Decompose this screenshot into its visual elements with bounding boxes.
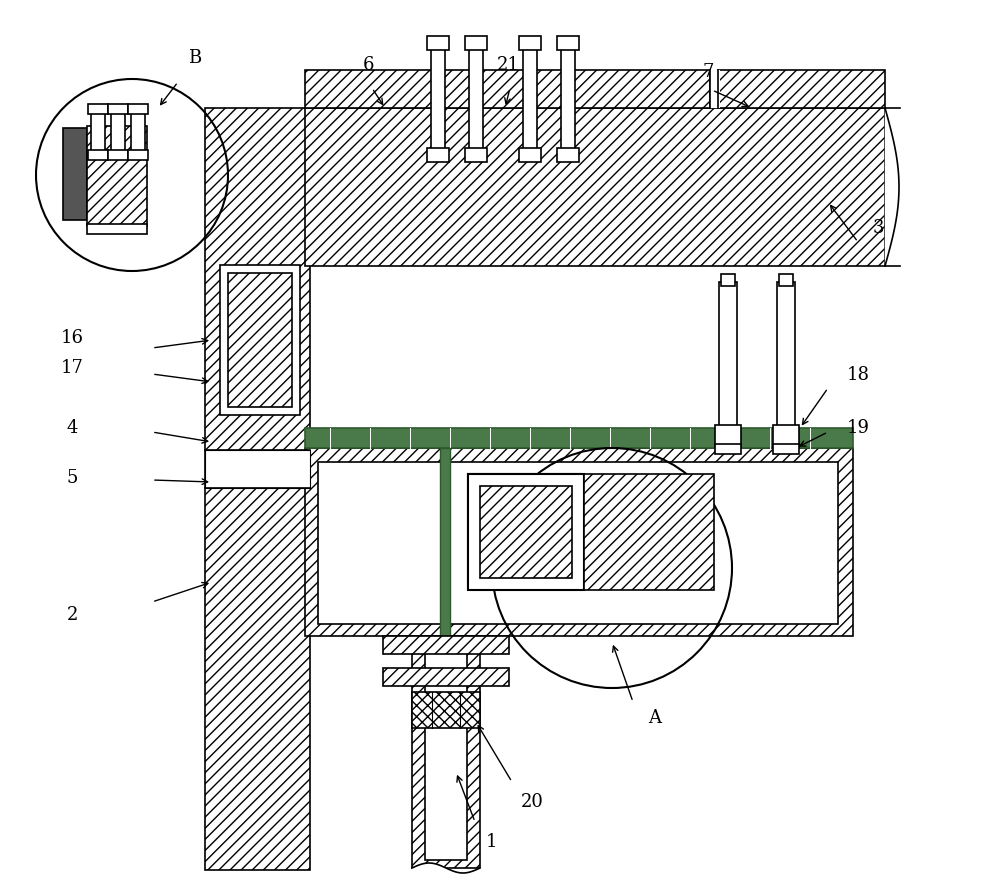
Bar	[305, 448, 853, 636]
Text: 17: 17	[61, 359, 83, 377]
Bar	[131, 110, 145, 152]
Bar	[305, 70, 710, 108]
Bar	[773, 425, 799, 447]
Bar	[779, 274, 793, 286]
Bar	[427, 148, 449, 162]
Bar	[718, 70, 885, 108]
Bar	[557, 36, 579, 50]
Text: 16: 16	[60, 329, 84, 347]
Bar	[412, 692, 480, 728]
Bar	[480, 486, 568, 574]
Bar	[715, 444, 741, 454]
Bar	[715, 425, 741, 447]
Bar	[205, 108, 310, 870]
Bar	[220, 265, 300, 415]
Text: B: B	[188, 49, 202, 67]
Bar	[427, 36, 449, 50]
Bar	[412, 636, 480, 868]
Bar	[584, 474, 714, 590]
Bar	[383, 636, 509, 654]
Text: 18: 18	[846, 366, 870, 384]
Bar	[108, 150, 128, 160]
Bar	[88, 104, 108, 114]
Bar	[777, 282, 795, 427]
Bar	[557, 148, 579, 162]
Bar	[111, 110, 125, 152]
Bar	[710, 70, 720, 108]
Bar	[431, 48, 445, 153]
Bar	[468, 474, 584, 590]
Text: 3: 3	[872, 219, 884, 237]
Bar	[721, 274, 735, 286]
Text: 20: 20	[521, 793, 543, 811]
Text: 19: 19	[846, 419, 870, 437]
Bar	[519, 148, 541, 162]
Text: 7: 7	[702, 63, 714, 81]
Bar	[561, 48, 575, 153]
Bar	[128, 104, 148, 114]
Bar	[480, 486, 572, 578]
Bar	[91, 110, 105, 152]
Bar	[465, 148, 487, 162]
Text: 21: 21	[497, 56, 519, 74]
Bar	[228, 273, 292, 407]
Bar	[63, 128, 87, 220]
Bar	[87, 126, 147, 226]
Bar	[205, 450, 310, 488]
Bar	[128, 150, 148, 160]
Bar	[440, 448, 450, 638]
Bar	[108, 104, 128, 114]
Text: A: A	[648, 709, 662, 727]
Bar	[305, 108, 885, 266]
Text: 1: 1	[486, 833, 498, 851]
Bar	[468, 474, 580, 586]
Bar	[469, 48, 483, 153]
Text: 2: 2	[66, 606, 78, 624]
Bar	[318, 462, 838, 624]
Bar	[425, 644, 467, 860]
Bar	[523, 48, 537, 153]
Text: 4: 4	[66, 419, 78, 437]
Bar	[465, 36, 487, 50]
Bar	[305, 428, 853, 448]
Bar	[719, 282, 737, 427]
Bar	[773, 444, 799, 454]
Bar	[87, 224, 147, 234]
Text: 5: 5	[66, 469, 78, 487]
Bar	[88, 150, 108, 160]
Bar	[383, 668, 509, 686]
Bar	[519, 36, 541, 50]
Text: 6: 6	[362, 56, 374, 74]
